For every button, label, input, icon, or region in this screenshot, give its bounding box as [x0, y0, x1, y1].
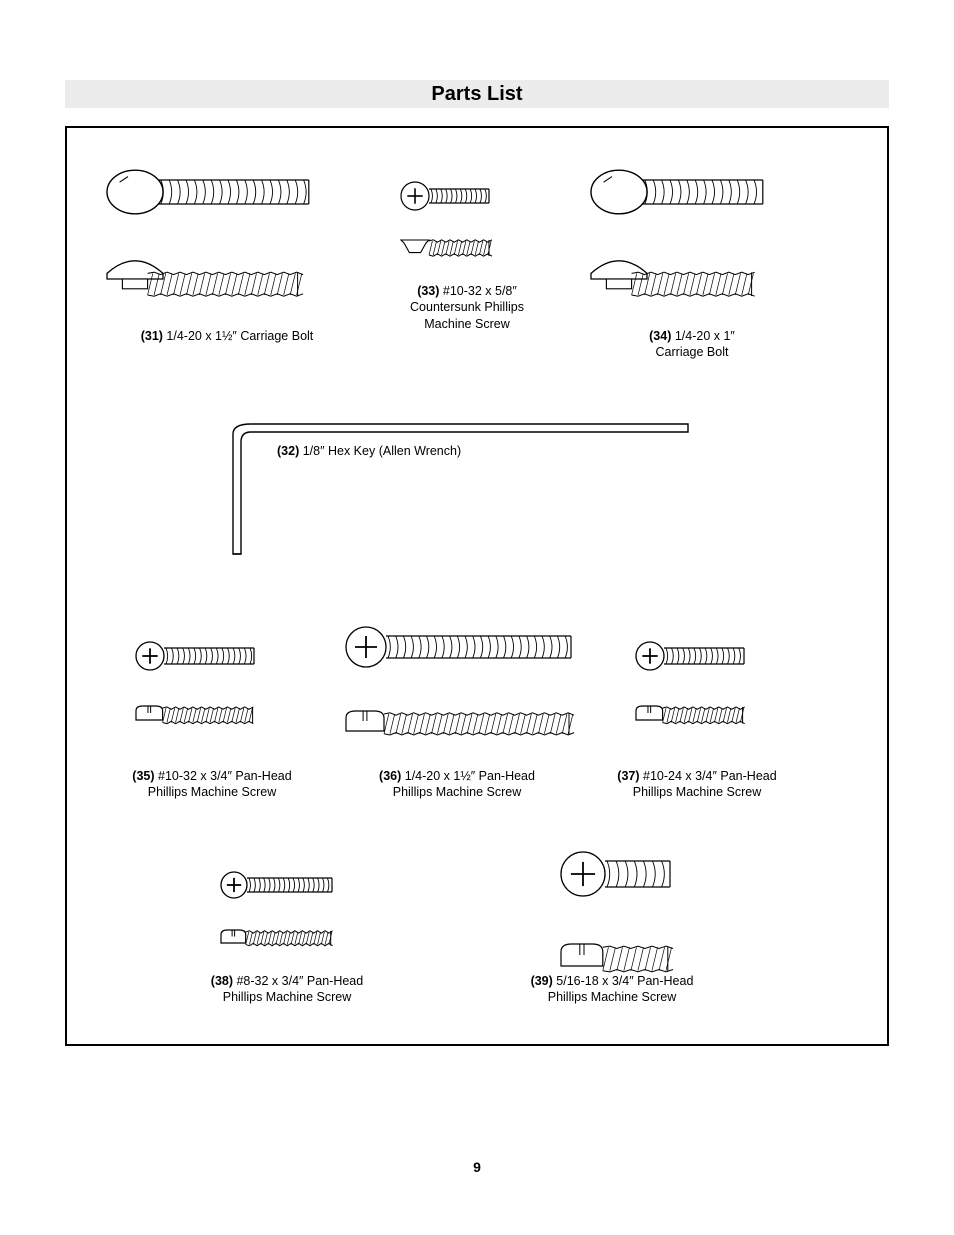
part-number: (38)	[211, 974, 237, 988]
page: Parts List (31) 1/4-20 x 1½″ Carriage Bo…	[0, 0, 954, 1235]
part-label: (38) #8-32 x 3/4″ Pan-Head Phillips Mach…	[187, 973, 387, 1006]
page-title-band: Parts List	[65, 80, 889, 108]
part-label: (39) 5/16-18 x 3/4″ Pan-Head Phillips Ma…	[502, 973, 722, 1006]
part-label: (32) 1/8″ Hex Key (Allen Wrench)	[277, 443, 537, 459]
part-number: (32)	[277, 444, 303, 458]
part-number: (34)	[649, 329, 675, 343]
part-description: 1/4-20 x 1½″ Pan-Head Phillips Machine S…	[393, 769, 535, 799]
part-description: 1/4-20 x 1½″ Carriage Bolt	[166, 329, 313, 343]
part-description: 1/8″ Hex Key (Allen Wrench)	[303, 444, 461, 458]
panhead-screw-illustration	[632, 638, 760, 742]
part-number: (36)	[379, 769, 405, 783]
part-label: (37) #10-24 x 3/4″ Pan-Head Phillips Mac…	[597, 768, 797, 801]
part-number: (35)	[132, 769, 158, 783]
part-description: #10-24 x 3/4″ Pan-Head Phillips Machine …	[633, 769, 777, 799]
panhead-screw-illustration	[342, 623, 587, 753]
part-number: (39)	[531, 974, 557, 988]
page-title: Parts List	[431, 83, 522, 106]
parts-frame: (31) 1/4-20 x 1½″ Carriage Bolt (33) #10-…	[65, 126, 889, 1046]
countersunk-screw-illustration	[397, 178, 505, 274]
part-label: (36) 1/4-20 x 1½″ Pan-Head Phillips Mach…	[357, 768, 557, 801]
part-number: (31)	[141, 329, 167, 343]
part-description: #10-32 x 3/4″ Pan-Head Phillips Machine …	[148, 769, 292, 799]
carriage-bolt-illustration	[103, 158, 329, 312]
part-label: (31) 1/4-20 x 1½″ Carriage Bolt	[117, 328, 337, 344]
hex-key-illustration	[227, 418, 702, 568]
part-number: (37)	[617, 769, 643, 783]
part-description: #8-32 x 3/4″ Pan-Head Phillips Machine S…	[223, 974, 363, 1004]
part-label: (35) #10-32 x 3/4″ Pan-Head Phillips Mac…	[112, 768, 312, 801]
panhead-screw-illustration	[132, 638, 270, 742]
panhead-screw-illustration	[557, 848, 686, 990]
page-number: 9	[0, 1159, 954, 1175]
part-label: (33) #10-32 x 5/8″ Countersunk Phillips …	[367, 283, 567, 332]
part-label: (34) 1/4-20 x 1″ Carriage Bolt	[602, 328, 782, 361]
part-description: 5/16-18 x 3/4″ Pan-Head Phillips Machine…	[548, 974, 694, 1004]
panhead-screw-illustration	[217, 868, 348, 964]
part-number: (33)	[417, 284, 443, 298]
carriage-bolt-illustration	[587, 158, 783, 312]
